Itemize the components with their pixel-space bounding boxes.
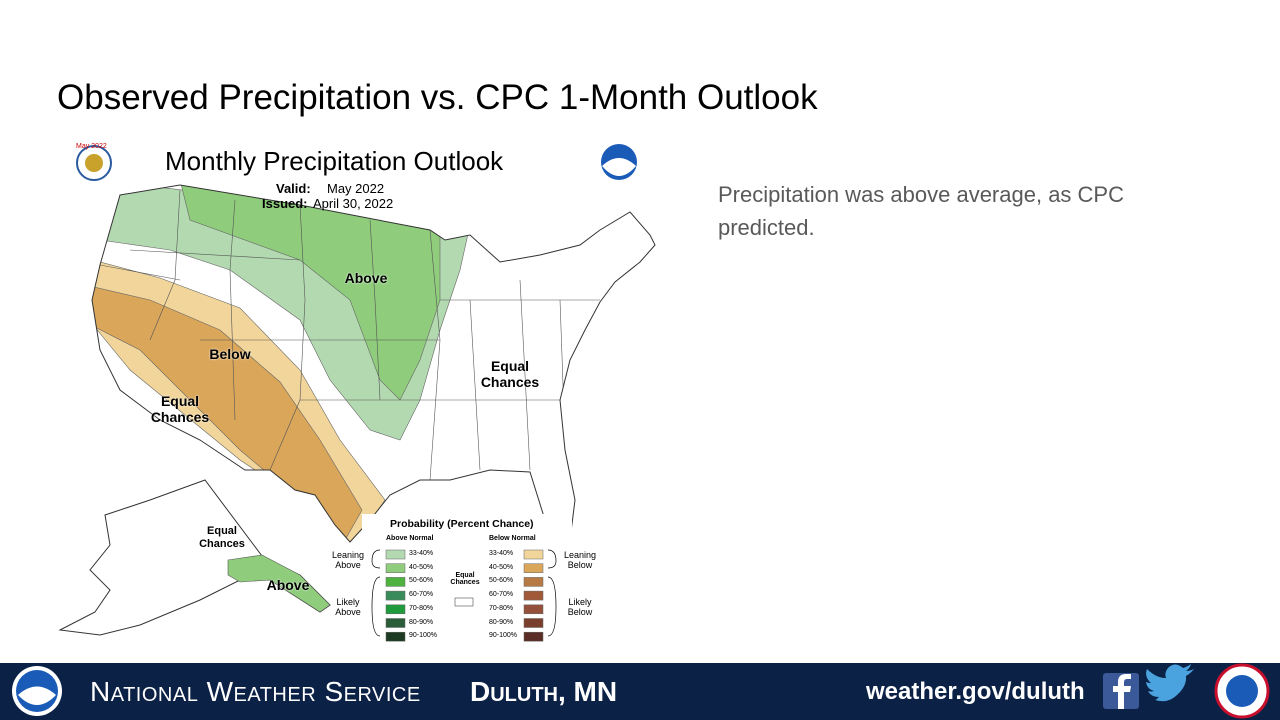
below-range: 50-60% xyxy=(489,577,514,585)
below-header: Below Normal xyxy=(489,535,536,542)
region-label: Above xyxy=(266,577,310,593)
equal-chances: Equal Chances xyxy=(450,572,480,586)
above-range: 40-50% xyxy=(409,563,434,571)
above-range: 50-60% xyxy=(409,577,434,585)
above-swatch xyxy=(385,590,406,601)
below-range: 60-70% xyxy=(489,591,514,599)
alaska xyxy=(58,479,331,636)
above-range: 60-70% xyxy=(409,591,434,599)
below-range: 80-90% xyxy=(489,618,514,626)
equal-swatch xyxy=(454,597,474,607)
footer-org: National Weather Service xyxy=(90,676,421,707)
footer-office: Duluth, MN xyxy=(470,676,618,707)
below-range: 70-80% xyxy=(489,604,514,612)
slide-title: Observed Precipitation vs. CPC 1-Month O… xyxy=(57,78,818,117)
map-title: Monthly Precipitation Outlook xyxy=(165,146,504,176)
below-range: 40-50% xyxy=(489,563,514,571)
below-swatch xyxy=(523,604,544,615)
area-below xyxy=(92,284,363,541)
state-lines xyxy=(99,189,600,481)
likely-above: Likely Above xyxy=(335,597,361,617)
above-range: 90-100% xyxy=(409,632,438,640)
region-label: Equal Chances xyxy=(199,525,245,550)
below-swatch xyxy=(523,590,544,601)
body-text: Precipitation was above average, as CPC … xyxy=(718,182,1124,240)
legend-braces xyxy=(371,549,557,637)
map-badge: May 2022 xyxy=(76,143,107,150)
issued-date: April 30, 2022 xyxy=(313,196,394,211)
below-swatch xyxy=(523,563,544,573)
above-header: Above Normal xyxy=(386,535,434,542)
region-label: Equal Chances xyxy=(150,393,210,425)
above-range: 33-40% xyxy=(409,550,434,557)
valid-label: Valid: xyxy=(276,181,311,196)
above-swatch xyxy=(385,604,406,615)
legend-title: Probability (Percent Chance) xyxy=(390,518,534,530)
nws-logo-inner xyxy=(1226,675,1258,707)
region-label: Equal Chances xyxy=(480,358,540,390)
above-swatch xyxy=(385,577,406,587)
region-label: Above xyxy=(344,270,388,286)
footer-noaa-wave xyxy=(18,686,56,705)
above-swatch xyxy=(385,631,406,642)
above-range: 70-80% xyxy=(409,604,434,612)
leaning-below: Leaning Below xyxy=(563,550,597,570)
doc-logo-center xyxy=(85,154,103,172)
below-range: 33-40% xyxy=(489,550,514,557)
footer-url[interactable]: weather.gov/duluth xyxy=(866,678,1085,705)
valid-date: May 2022 xyxy=(327,181,385,196)
issued-label: Issued: xyxy=(262,196,308,211)
outlook-areas xyxy=(92,185,600,551)
area-above xyxy=(179,185,441,401)
below-range: 90-100% xyxy=(489,632,518,640)
below-swatch xyxy=(523,618,544,628)
below-swatch xyxy=(523,577,544,587)
above-swatch xyxy=(385,549,406,560)
above-range: 80-90% xyxy=(409,618,434,626)
noaa-logo-wave xyxy=(602,158,636,176)
leaning-above: Leaning Above xyxy=(331,550,365,570)
facebook-f xyxy=(1113,674,1131,709)
twitter-icon[interactable] xyxy=(1146,664,1194,702)
footer-bar xyxy=(0,663,1280,720)
above-swatch xyxy=(385,618,406,628)
below-swatch xyxy=(523,549,544,560)
below-swatch xyxy=(523,631,544,642)
above-swatch xyxy=(385,563,406,573)
alaska-above xyxy=(227,554,331,613)
likely-below: Likely Below xyxy=(567,597,593,617)
region-label: Below xyxy=(209,346,251,362)
